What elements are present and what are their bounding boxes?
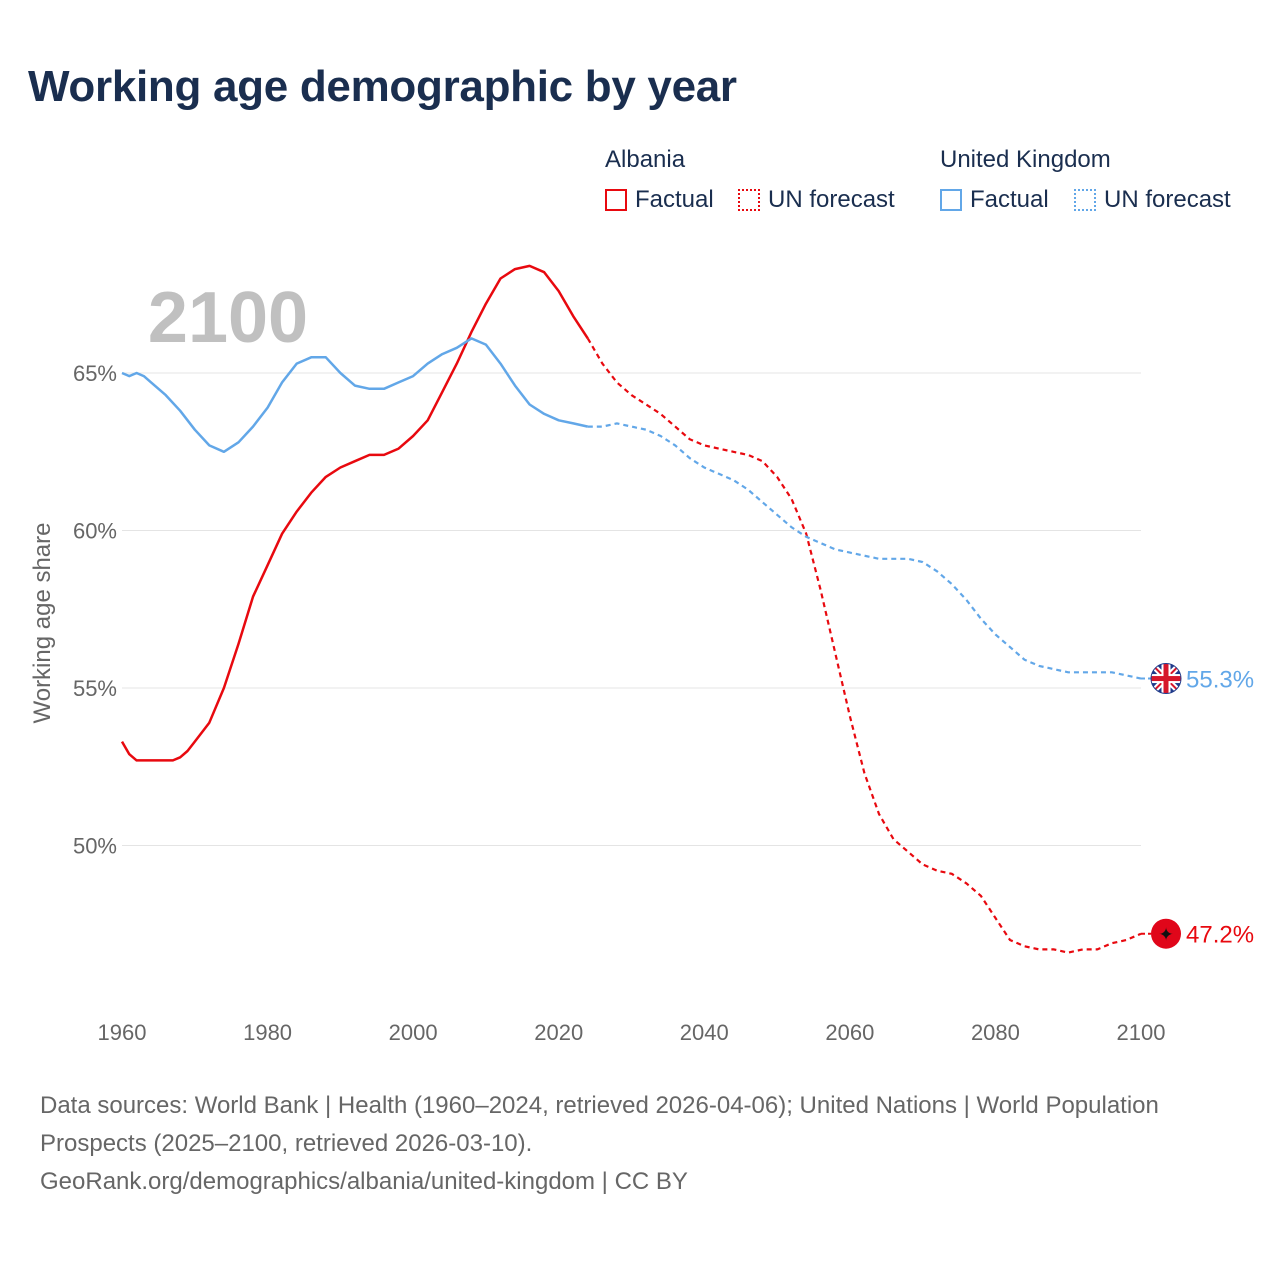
legend-swatch-uk-factual <box>940 189 962 211</box>
legend-label-albania-factual: Factual <box>635 186 714 213</box>
x-tick-label: 2020 <box>534 1020 583 1045</box>
sources-line-1: Data sources: World Bank | Health (1960–… <box>40 1092 1159 1157</box>
y-axis-label: Working age share <box>29 523 56 724</box>
series-layer <box>120 264 1142 954</box>
legend-group-albania: Albania <box>605 146 686 173</box>
x-tick-label: 2080 <box>971 1020 1020 1045</box>
legend-label-albania-forecast: UN forecast <box>768 186 895 213</box>
legend-item-albania-forecast[interactable]: UN forecast <box>738 186 895 214</box>
svg-text:✦: ✦ <box>1158 925 1173 945</box>
line-chart: 2100 50% 55% 60% 65% 1960 1980 2000 2020 2040 206… <box>29 264 1254 1045</box>
chart-title: Working age demographic by year <box>28 62 737 111</box>
sources-line-2[interactable]: GeoRank.org/demographics/albania/united-… <box>40 1168 688 1195</box>
legend-label-uk-factual: Factual <box>970 186 1049 213</box>
axis-layer: 50% 55% 60% 65% 1960 1980 2000 2020 2040 2060 2080… <box>73 361 1166 1045</box>
y-tick-label: 55% <box>73 676 117 701</box>
united-kingdom-factual-line[interactable] <box>121 337 589 454</box>
legend-label-uk-forecast: UN forecast <box>1104 186 1231 213</box>
albania-factual-line[interactable] <box>120 264 589 762</box>
y-tick-label: 60% <box>73 519 117 544</box>
x-tick-label: 2060 <box>825 1020 874 1045</box>
x-tick-label: 2100 <box>1117 1020 1166 1045</box>
albania-flag-icon: ✦ <box>1151 918 1181 949</box>
legend-item-albania-factual[interactable]: Factual <box>605 186 714 214</box>
albania-end-value-label: 47.2% <box>1186 922 1254 949</box>
united-kingdom-end-value-label: 55.3% <box>1186 667 1254 694</box>
grid-layer <box>122 372 1141 846</box>
united-kingdom-forecast-line[interactable] <box>587 422 1142 680</box>
x-tick-label: 1980 <box>243 1020 292 1045</box>
end-label-layer: ✦ 47.2% 55.3% <box>1141 663 1254 949</box>
legend-item-uk-factual[interactable]: Factual <box>940 186 1049 214</box>
x-tick-label: 1960 <box>98 1020 147 1045</box>
legend-swatch-uk-forecast <box>1074 189 1096 211</box>
y-tick-label: 65% <box>73 361 117 386</box>
legend-swatch-albania-forecast <box>738 189 760 211</box>
legend-swatch-albania-factual <box>605 189 627 211</box>
x-tick-label: 2040 <box>680 1020 729 1045</box>
legend-item-uk-forecast[interactable]: UN forecast <box>1074 186 1231 214</box>
data-sources: Data sources: World Bank | Health (1960–… <box>40 1087 1240 1201</box>
united-kingdom-flag-icon <box>1150 663 1182 695</box>
x-tick-label: 2000 <box>389 1020 438 1045</box>
legend-group-united-kingdom: United Kingdom <box>940 146 1111 173</box>
year-watermark: 2100 <box>148 278 308 358</box>
y-tick-label: 50% <box>73 834 117 859</box>
albania-forecast-line[interactable] <box>586 337 1142 954</box>
